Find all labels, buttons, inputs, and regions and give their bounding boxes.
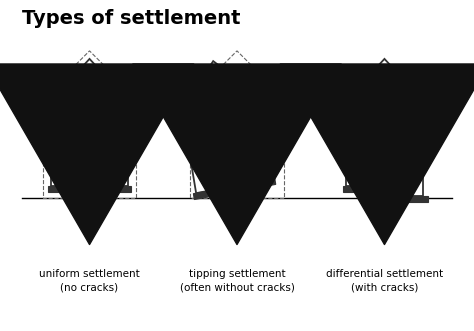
Bar (190, 98, 284, 198)
Bar (82, 166, 97, 176)
Polygon shape (58, 68, 121, 101)
Polygon shape (182, 61, 258, 109)
Bar (43, 98, 137, 198)
Bar (48, 186, 131, 192)
Polygon shape (346, 59, 423, 101)
Text: uniform settlement
(no cracks): uniform settlement (no cracks) (39, 269, 140, 292)
Bar (343, 186, 380, 192)
Bar (193, 178, 276, 200)
Bar (82, 83, 97, 93)
Polygon shape (189, 70, 251, 108)
Bar (377, 83, 392, 93)
Polygon shape (51, 59, 128, 101)
Bar (391, 117, 408, 133)
Bar (51, 158, 128, 186)
Bar (365, 117, 382, 133)
Polygon shape (391, 158, 423, 196)
Polygon shape (353, 68, 416, 101)
Text: Types of settlement: Types of settlement (22, 9, 240, 28)
Bar (391, 196, 428, 202)
Bar (210, 83, 226, 96)
Text: differential settlement
(with cracks): differential settlement (with cracks) (326, 269, 443, 292)
Text: tipping settlement
(often without cracks): tipping settlement (often without cracks… (180, 269, 294, 292)
Bar (214, 117, 234, 135)
Polygon shape (346, 158, 391, 186)
Bar (223, 165, 240, 178)
Bar (81, 117, 98, 133)
Bar (191, 152, 272, 193)
